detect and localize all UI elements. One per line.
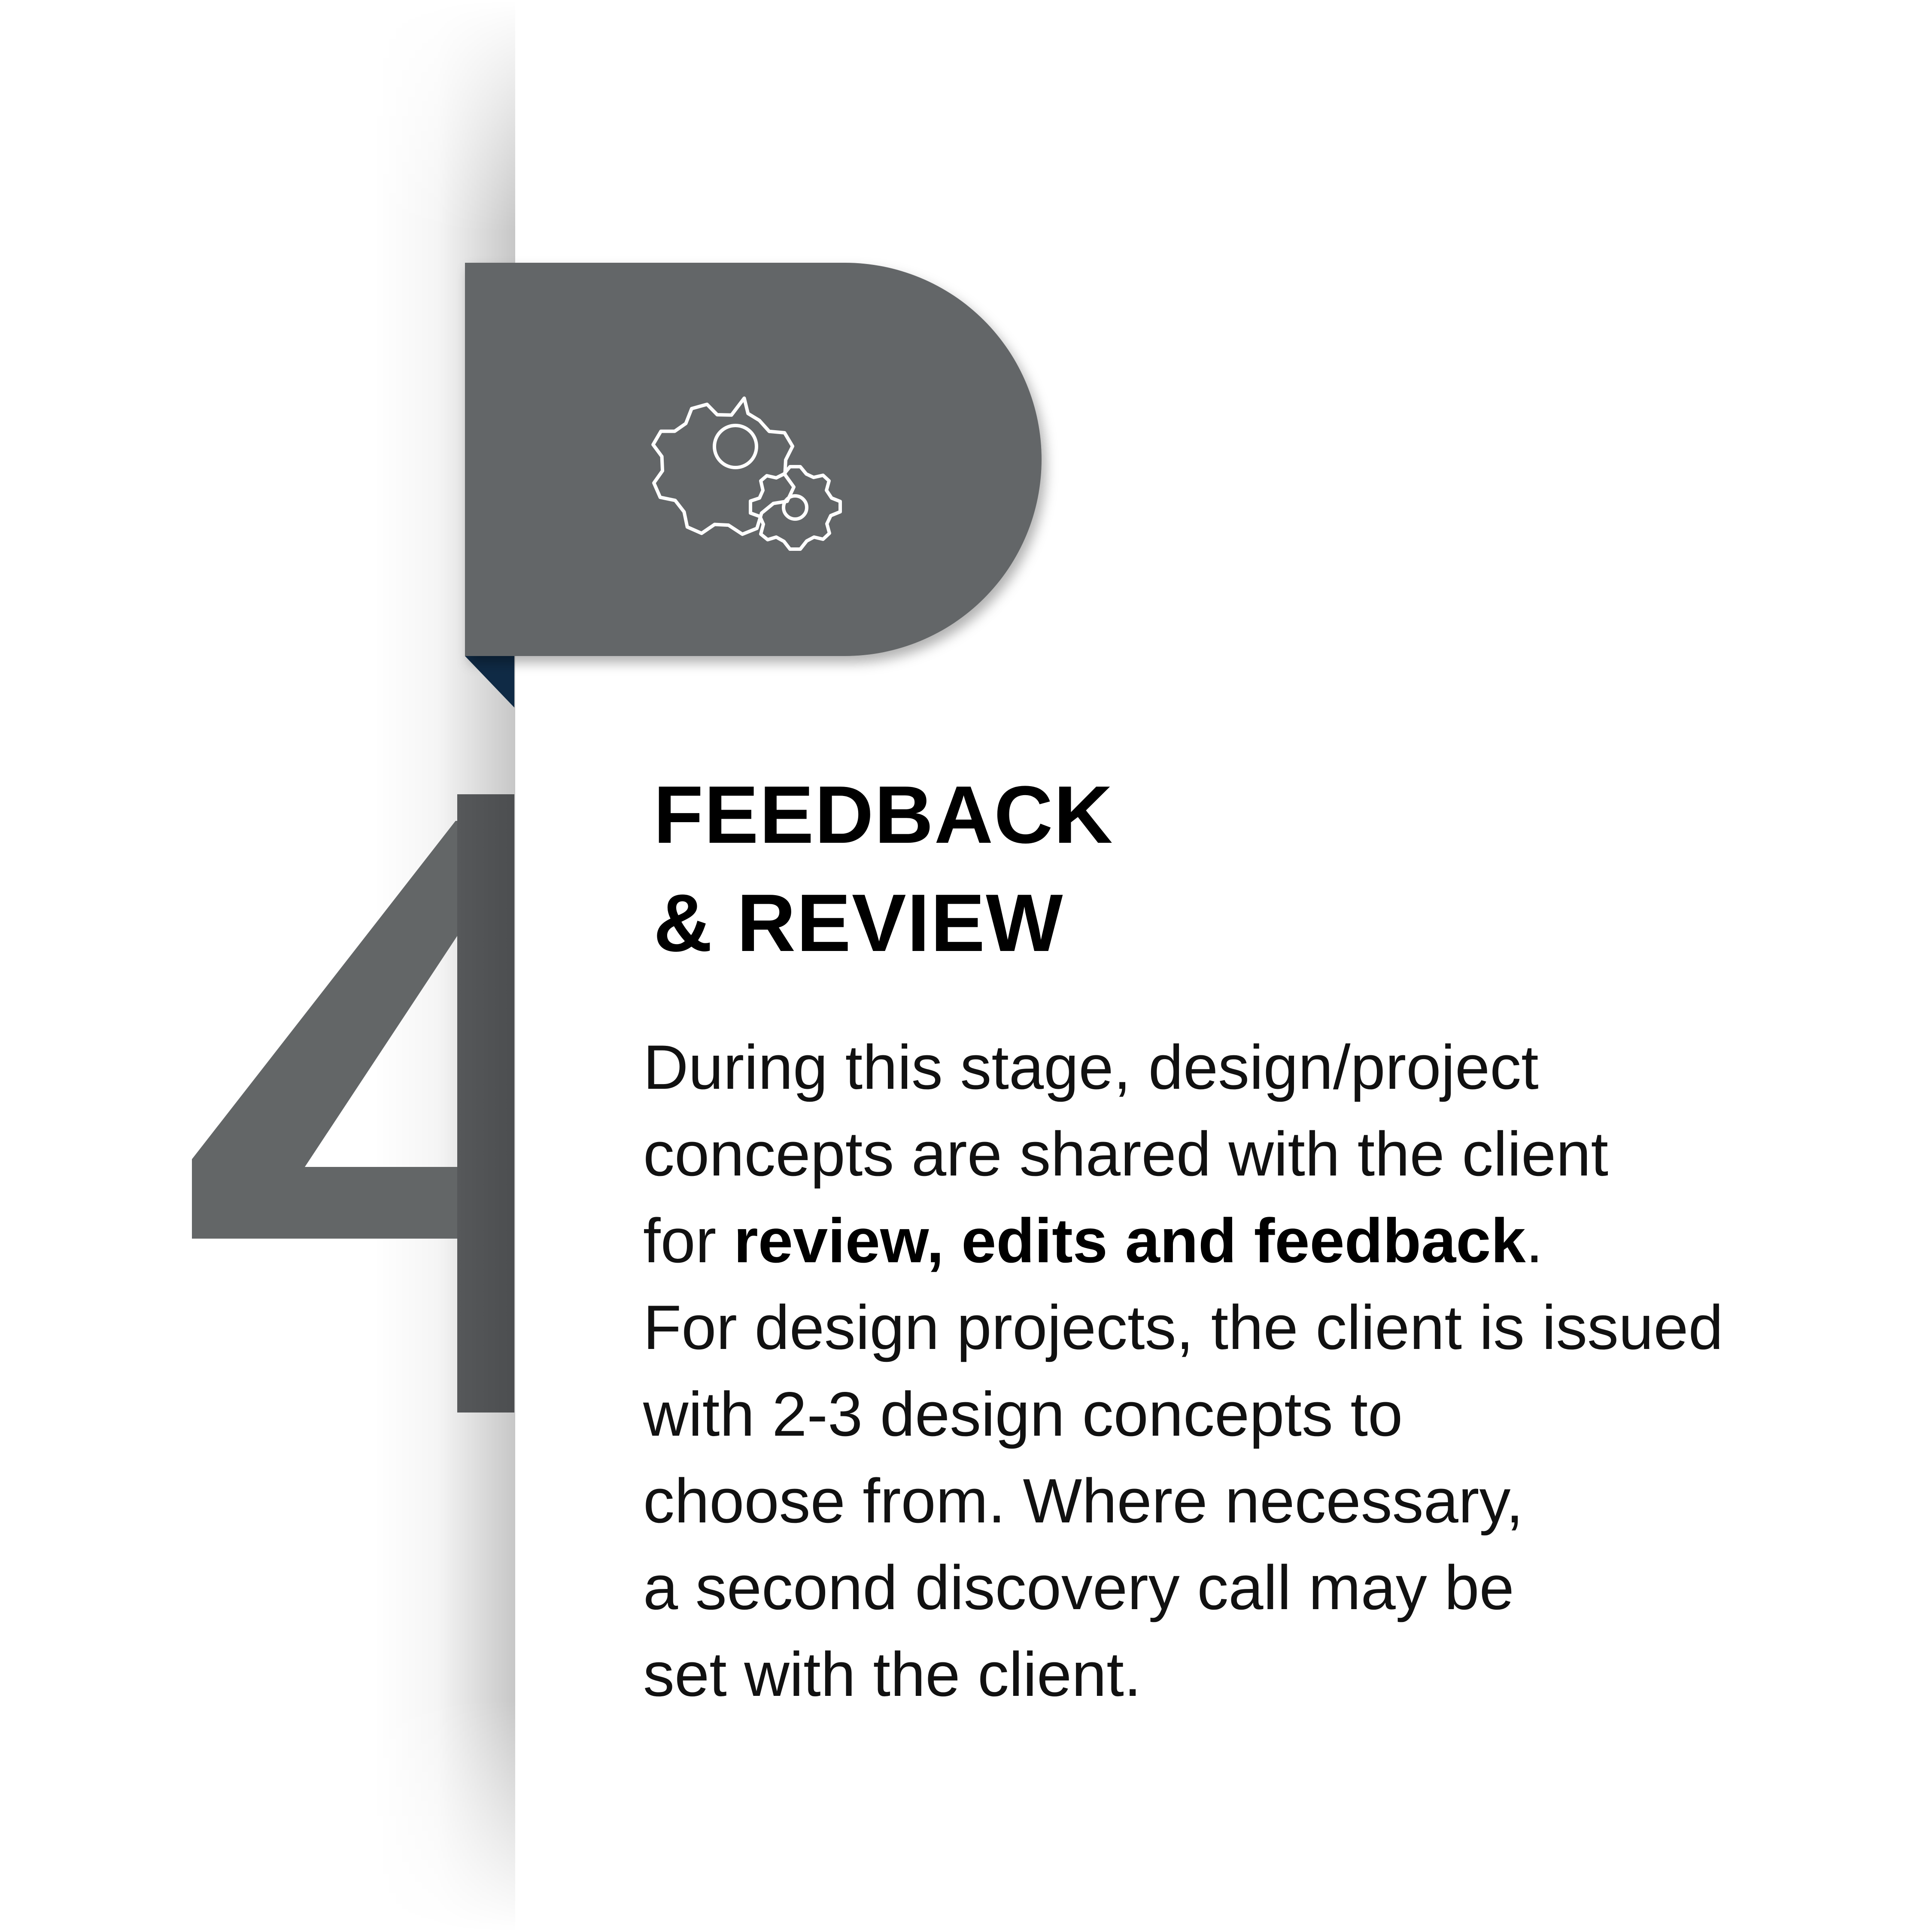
description-line-3: for review, edits and feedback. — [643, 1197, 1723, 1284]
description-line-7: a second discovery call may be — [643, 1552, 1514, 1622]
description-line-5: with 2-3 design concepts to — [643, 1379, 1403, 1449]
description-line-6: choose from. Where necessary, — [643, 1466, 1524, 1536]
step-heading: FEEDBACK & REVIEW — [653, 761, 1114, 977]
step-description: During this stage, design/project concep… — [643, 1024, 1723, 1718]
tab-fold — [465, 656, 514, 708]
description-line-8: set with the client. — [643, 1639, 1142, 1709]
description-line-2: concepts are shared with the client — [643, 1119, 1609, 1189]
heading-line-2: & REVIEW — [653, 878, 1064, 969]
description-line-3-prefix: for — [643, 1206, 734, 1276]
description-line-1: During this stage, design/project — [643, 1032, 1539, 1102]
description-line-3-suffix: . — [1525, 1206, 1543, 1276]
step-number-graphic — [192, 794, 514, 1413]
description-line-4: For design projects, the client is issue… — [643, 1292, 1723, 1362]
gears-icon — [651, 396, 842, 551]
heading-line-1: FEEDBACK — [653, 769, 1114, 860]
description-highlight: review, edits and feedback — [733, 1206, 1526, 1276]
